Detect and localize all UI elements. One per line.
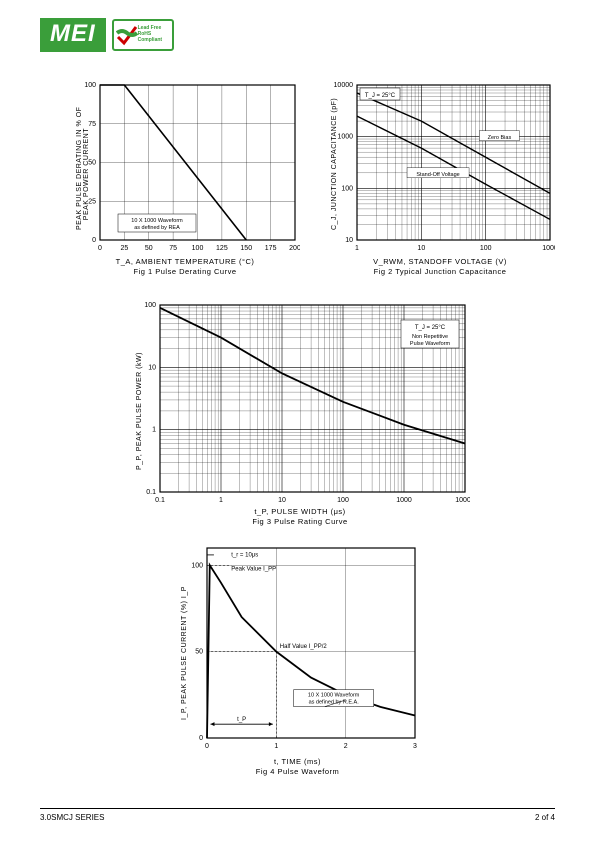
figure-3-pulse-rating: P_P, PEAK PULSE POWER (kW) 0.11101001000…: [130, 300, 470, 527]
svg-text:1: 1: [219, 497, 223, 504]
svg-text:100: 100: [341, 185, 353, 192]
svg-text:10: 10: [148, 364, 156, 371]
svg-text:10 X 1000 Waveform: 10 X 1000 Waveform: [308, 693, 360, 699]
svg-text:100: 100: [84, 82, 96, 89]
svg-text:Peak Value I_PP: Peak Value I_PP: [231, 566, 276, 572]
svg-text:as defined by R.E.A.: as defined by R.E.A.: [309, 700, 360, 706]
figure-2-junction-capacitance: C_J, JUNCTION CAPACITANCE (pF) 110100100…: [325, 80, 555, 277]
svg-text:100: 100: [191, 562, 203, 569]
svg-text:Non Repetitive: Non Repetitive: [412, 334, 448, 340]
svg-text:50: 50: [195, 649, 203, 656]
svg-text:10: 10: [278, 497, 286, 504]
svg-text:Pulse Waveform: Pulse Waveform: [410, 341, 451, 347]
svg-text:1: 1: [152, 427, 156, 434]
svg-text:t_r = 10μs: t_r = 10μs: [231, 553, 258, 559]
svg-text:75: 75: [169, 245, 177, 252]
svg-text:Stand-Off Voltage: Stand-Off Voltage: [416, 172, 459, 178]
header-logo: MEI Lead FreeRoHS Compliant: [40, 18, 174, 52]
svg-text:10: 10: [345, 237, 353, 244]
svg-text:25: 25: [120, 245, 128, 252]
footer-page: 2 of 4: [535, 813, 555, 822]
figure-1-derating-curve: PEAK PULSE DERATING IN % OF PEAK POWER C…: [70, 80, 300, 277]
fig1-caption: T_A, AMBIENT TEMPERATURE (°C) Fig 1 Puls…: [70, 257, 300, 277]
figure-4-pulse-waveform: I_P, PEAK PULSE CURRENT (%) I_P 0 1 2 3 0 50 1…: [175, 540, 420, 777]
footer-series: 3.0SMCJ SERIES: [40, 813, 104, 822]
svg-text:10000: 10000: [334, 82, 354, 89]
fig3-caption: t_P, PULSE WIDTH (μs) Fig 3 Pulse Rating…: [130, 507, 470, 527]
svg-text:0: 0: [205, 743, 209, 750]
svg-text:125: 125: [216, 245, 228, 252]
fig3-ylabel: P_P, PEAK PULSE POWER (kW): [136, 352, 143, 470]
fig2-ylabel: C_J, JUNCTION CAPACITANCE (pF): [331, 98, 338, 230]
fig1-ylabel: PEAK PULSE DERATING IN % OF PEAK POWER C…: [76, 107, 90, 230]
svg-text:1000: 1000: [542, 245, 555, 252]
svg-text:2: 2: [344, 743, 348, 750]
svg-text:1: 1: [274, 743, 278, 750]
svg-text:t_P: t_P: [237, 717, 246, 723]
svg-text:Half Value I_PP/2: Half Value I_PP/2: [280, 644, 328, 650]
svg-text:200: 200: [289, 245, 300, 252]
svg-text:T_J = 25°C: T_J = 25°C: [415, 325, 446, 331]
svg-text:100: 100: [480, 245, 492, 252]
svg-text:0: 0: [92, 237, 96, 244]
svg-text:0: 0: [199, 735, 203, 742]
fig4-ylabel: I_P, PEAK PULSE CURRENT (%) I_P: [181, 586, 188, 720]
svg-text:100: 100: [192, 245, 204, 252]
svg-text:0.1: 0.1: [155, 497, 165, 504]
svg-text:T_J = 25°C: T_J = 25°C: [365, 93, 396, 99]
compliance-badge: Lead FreeRoHS Compliant: [112, 19, 174, 51]
svg-text:100: 100: [144, 302, 156, 309]
svg-text:3: 3: [413, 743, 417, 750]
svg-text:10: 10: [417, 245, 425, 252]
svg-text:0.1: 0.1: [146, 489, 156, 496]
svg-text:50: 50: [145, 245, 153, 252]
svg-text:150: 150: [240, 245, 252, 252]
svg-text:1: 1: [355, 245, 359, 252]
brand-logo: MEI: [40, 18, 106, 52]
fig2-caption: V_RWM, STANDOFF VOLTAGE (V) Fig 2 Typica…: [325, 257, 555, 277]
svg-text:10000: 10000: [455, 497, 470, 504]
svg-text:1000: 1000: [337, 134, 353, 141]
svg-text:as defined by REA: as defined by REA: [134, 225, 180, 231]
svg-text:10 X 1000 Waveform: 10 X 1000 Waveform: [131, 218, 183, 224]
fig4-caption: t, TIME (ms) Fig 4 Pulse Waveform: [175, 757, 420, 777]
svg-text:100: 100: [337, 497, 349, 504]
svg-text:0: 0: [98, 245, 102, 252]
svg-text:Zero Bias: Zero Bias: [488, 135, 512, 141]
svg-text:1000: 1000: [396, 497, 412, 504]
page-footer: 3.0SMCJ SERIES 2 of 4: [40, 808, 555, 822]
svg-text:175: 175: [265, 245, 277, 252]
